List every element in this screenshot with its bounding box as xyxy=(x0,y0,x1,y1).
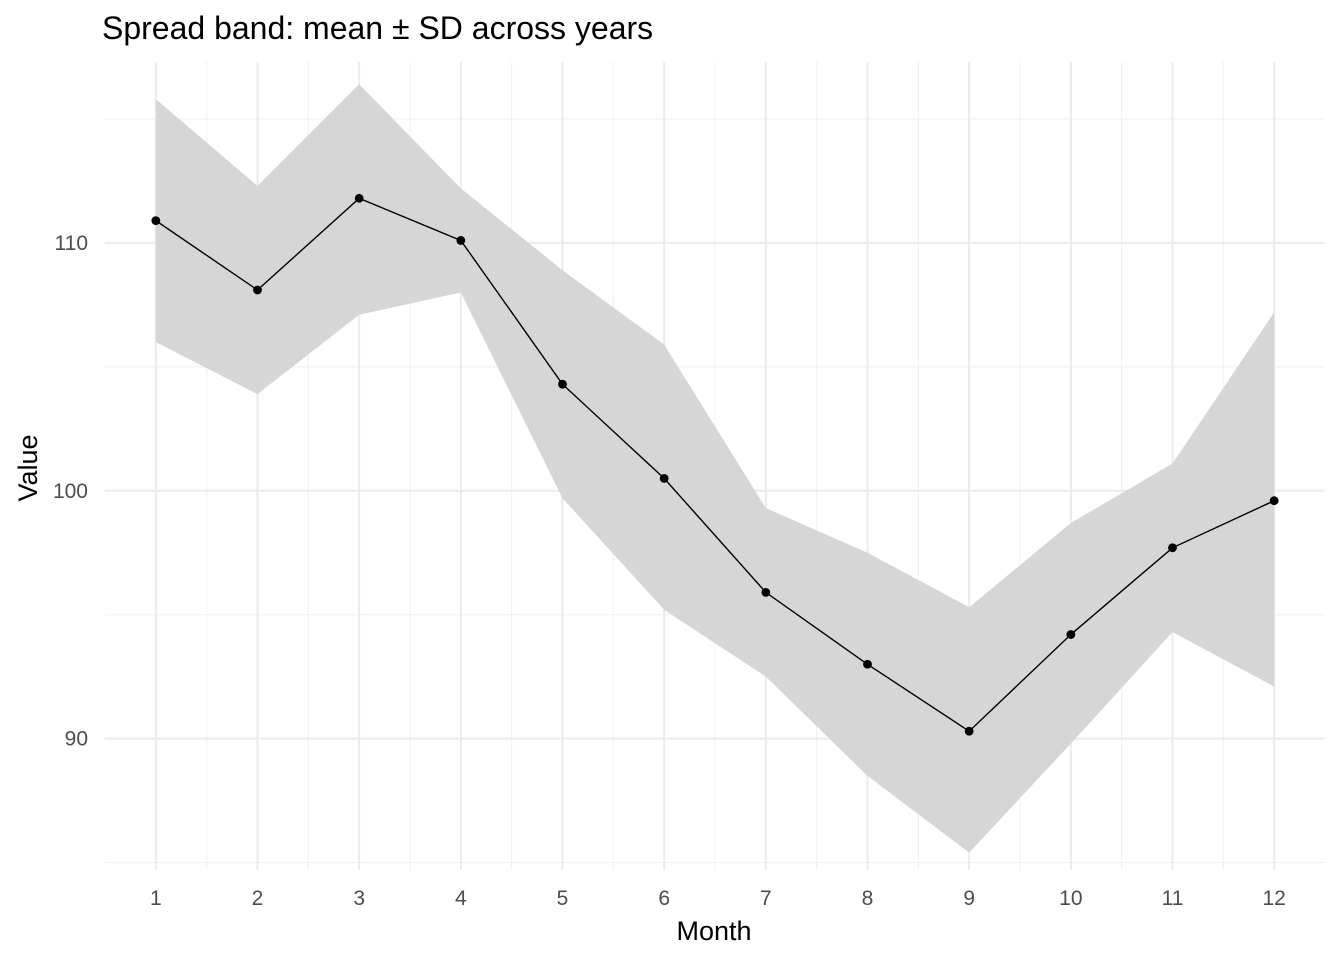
mean-point xyxy=(964,726,974,736)
x-tick-label: 3 xyxy=(353,887,365,910)
mean-point xyxy=(456,236,466,245)
x-tick-label: 5 xyxy=(557,887,569,910)
mean-point xyxy=(558,379,567,389)
mean-point xyxy=(151,216,161,226)
y-axis-tick-labels: 90 100 110 xyxy=(53,232,88,751)
sd-band-layer xyxy=(155,84,1275,853)
x-tick-label: 8 xyxy=(862,887,874,910)
x-tick-label: 7 xyxy=(760,887,772,910)
mean-line-layer xyxy=(155,197,1275,733)
x-tick-label: 11 xyxy=(1162,887,1184,910)
mean-point xyxy=(863,659,872,669)
mean-point xyxy=(253,285,262,295)
mean-point xyxy=(761,588,771,597)
mean-point xyxy=(1168,543,1177,553)
x-tick-label: 12 xyxy=(1262,887,1285,910)
y-axis-label: Value xyxy=(13,434,43,501)
mean-points-layer xyxy=(151,193,1279,736)
x-tick-label: 2 xyxy=(252,887,264,910)
x-tick-label: 9 xyxy=(963,887,975,910)
mean-point xyxy=(354,193,364,203)
sd-band xyxy=(155,84,1275,853)
mean-point xyxy=(1066,630,1076,639)
x-tick-label: 10 xyxy=(1059,887,1082,910)
x-tick-label: 1 xyxy=(150,887,162,910)
chart-title: Spread band: mean ± SD across years xyxy=(102,10,654,46)
y-tick-label: 100 xyxy=(53,480,88,503)
mean-point xyxy=(659,473,669,483)
mean-line xyxy=(155,197,1275,733)
mean-point xyxy=(1269,496,1279,506)
x-tick-label: 4 xyxy=(455,887,467,910)
y-tick-label: 90 xyxy=(65,728,88,751)
x-axis-tick-labels: 1 2 3 4 5 6 7 8 9 10 11 12 xyxy=(150,887,1286,910)
y-tick-label: 110 xyxy=(55,232,88,255)
x-axis-label: Month xyxy=(676,916,751,946)
x-tick-label: 6 xyxy=(658,887,670,910)
